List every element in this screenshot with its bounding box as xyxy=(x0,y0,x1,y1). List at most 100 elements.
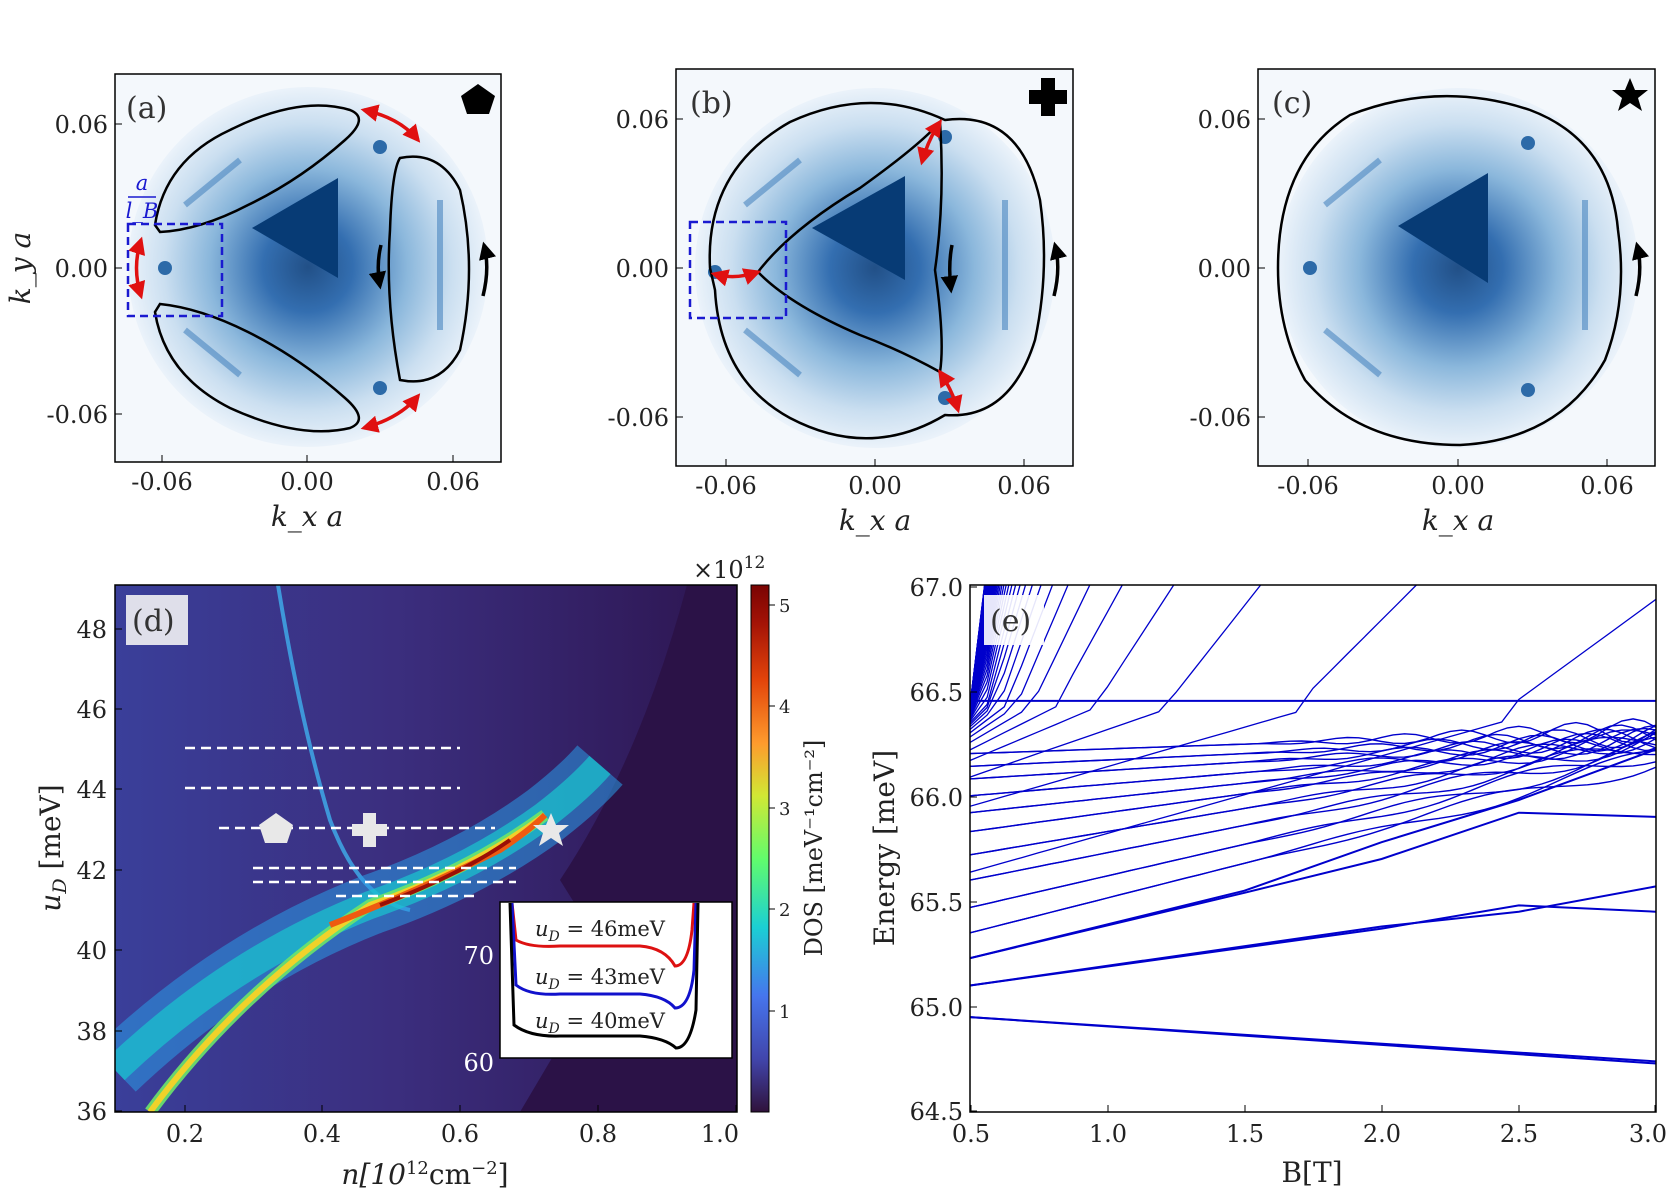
panel-d-frame xyxy=(114,584,738,1113)
panel-c-xtick-label: 0.00 xyxy=(1431,472,1484,500)
landau-level-fan xyxy=(970,585,1091,744)
landau-level-fan xyxy=(970,585,1418,807)
panel-b-xticks: -0.06 0.00 0.06 xyxy=(695,459,1051,500)
inset-label-red-value: = 46meV xyxy=(560,917,666,941)
panel-d-ytick-label: 40 xyxy=(76,937,107,965)
panel-b: (b) 0.06 0.00 -0.06 -0.06 0.00 0.06 k_x … xyxy=(607,68,1074,537)
panel-d-xlabel-sup: 12 xyxy=(406,1158,429,1179)
panel-b-label: (b) xyxy=(690,86,733,121)
inset-label-black: uD = 40meV xyxy=(535,1009,666,1037)
panel-d-xlabel: n[1012cm−2] xyxy=(341,1158,508,1191)
panel-d-ytick-label: 36 xyxy=(76,1098,107,1126)
panel-d-ytick-label: 42 xyxy=(76,857,107,885)
inset-label-blue-main: u xyxy=(535,965,549,989)
panel-a-red-arrow-top xyxy=(360,104,421,143)
panel-e-xtick-label: 1.5 xyxy=(1226,1120,1264,1148)
panel-d: (d) uD = 46meV uD = 43meV uD = 40meV 70 … xyxy=(34,553,828,1191)
panel-c-xlabel: k_x a xyxy=(1422,504,1494,537)
panel-e-xtick-label: 3.0 xyxy=(1629,1120,1667,1148)
panel-b-xlabel: k_x a xyxy=(839,504,911,537)
panel-c-yticks: 0.06 0.00 -0.06 xyxy=(1189,106,1265,432)
panel-a-magnetic-box xyxy=(126,222,224,318)
colorbar-multiplier: ×1012 xyxy=(693,553,765,584)
panel-b-yticks: 0.06 0.00 -0.06 xyxy=(607,106,683,432)
panel-a-box-label-num: a xyxy=(136,171,149,195)
panel-a-black-arrow-outer xyxy=(479,241,496,297)
panel-a-ytick-label: -0.06 xyxy=(46,401,108,429)
landau-level-branch xyxy=(970,724,1656,767)
panel-c-label: (c) xyxy=(1272,86,1312,121)
panel-c-xtick-label: 0.06 xyxy=(1580,472,1633,500)
panel-d-ylabel-sub: D xyxy=(49,878,71,894)
inset-curve-blue xyxy=(510,902,698,1010)
panel-c-black-arrow-outer xyxy=(1632,241,1649,297)
panel-e-xtick-label: 2.0 xyxy=(1363,1120,1401,1148)
panel-a-pocket-right xyxy=(387,155,471,383)
landau-level-branch xyxy=(970,732,1656,797)
panel-e-ylabel: Energy [meV] xyxy=(868,750,901,946)
panel-b-red-arrow-left xyxy=(710,268,762,287)
panel-b-xtick-label: -0.06 xyxy=(695,472,757,500)
inset-ytick-label: 60 xyxy=(463,1049,494,1077)
panel-b-xtick-label: 0.00 xyxy=(848,472,901,500)
panel-d-xlabel-base: n[10 xyxy=(341,1158,406,1191)
landau-level-branch xyxy=(970,727,1656,814)
panel-a-xtick-label: 0.06 xyxy=(426,468,479,496)
panel-e-ytick-label: 65.0 xyxy=(910,994,963,1022)
landau-level-level-2b xyxy=(970,811,1656,960)
panel-d-ytick-label: 46 xyxy=(76,696,107,724)
panel-a-ytick-label: 0.00 xyxy=(55,255,108,283)
panel-c-outer-contour xyxy=(1276,94,1623,447)
panel-a-red-arrow-bottom xyxy=(360,393,421,433)
landau-level-fan xyxy=(970,585,1175,762)
panel-c-heatmap xyxy=(1278,88,1638,448)
panel-a-yticks: 0.06 0.00 -0.06 xyxy=(46,111,122,429)
panel-b-red-arrow-bottom xyxy=(938,369,963,414)
panel-b-heatmap xyxy=(695,88,1055,448)
landau-level-level-1b xyxy=(970,904,1656,987)
panel-e-xticks xyxy=(970,1105,1656,1112)
colorbar-tick-label: 4 xyxy=(779,697,790,718)
panel-c-xticks: -0.06 0.00 0.06 xyxy=(1277,459,1634,500)
pentagon-icon xyxy=(259,813,293,843)
colorbar-label: DOS [meV⁻¹cm⁻²] xyxy=(800,740,828,957)
panel-a-core-triangle xyxy=(252,178,338,278)
panel-a-black-arrow-inner xyxy=(368,244,386,290)
panel-a-xtick-label: 0.00 xyxy=(280,468,333,496)
landau-level-branch xyxy=(970,721,1656,755)
panel-d-xlabel-end: ] xyxy=(498,1158,509,1191)
panel-a-ytick-label: 0.06 xyxy=(55,111,108,139)
panel-c-xtick-label: -0.06 xyxy=(1277,472,1339,500)
panel-e-ytick-label: 67.0 xyxy=(910,574,963,602)
inset-curve-red xyxy=(510,902,696,968)
panel-c-ytick-label: 0.06 xyxy=(1198,106,1251,134)
colorbar-tick-label: 2 xyxy=(779,900,790,921)
inset-label-blue-sub: D xyxy=(548,977,560,993)
panel-c: (c) 0.06 0.00 -0.06 -0.06 0.00 0.06 k_x … xyxy=(1189,68,1656,537)
colorbar-multiplier-prefix: ×10 xyxy=(693,556,744,584)
panel-e-xtick-label: 2.5 xyxy=(1500,1120,1538,1148)
panel-e-xlabel: B[T] xyxy=(1281,1156,1342,1189)
panel-c-ytick-label: -0.06 xyxy=(1189,404,1251,432)
landau-level-branch xyxy=(970,750,1656,934)
panel-b-xtick-label: 0.06 xyxy=(997,472,1050,500)
inset-ytick-label: 70 xyxy=(463,942,494,970)
panel-d-ytick-label: 44 xyxy=(76,776,107,804)
panel-b-magnetic-box xyxy=(688,220,788,320)
panel-a-heatmap xyxy=(128,87,488,447)
star-icon xyxy=(533,813,569,846)
panel-b-ytick-label: 0.06 xyxy=(616,106,669,134)
panel-b-outer-contour xyxy=(708,101,1046,440)
landau-level-level-1 xyxy=(970,885,1656,987)
landau-level-fan xyxy=(970,585,1124,751)
panel-d-ytick-label: 48 xyxy=(76,616,107,644)
colorbar-tick-label: 1 xyxy=(779,1002,790,1023)
panel-a-xlabel: k_x a xyxy=(271,500,343,533)
panel-a-red-arrow-left xyxy=(128,236,146,300)
panel-e-xtick-label: 1.0 xyxy=(1089,1120,1127,1148)
panel-d-label-box xyxy=(126,595,188,645)
panel-e-xtick-label: 0.5 xyxy=(952,1120,990,1148)
panel-d-label: (d) xyxy=(132,604,175,639)
panel-b-ytick-label: 0.00 xyxy=(616,255,669,283)
